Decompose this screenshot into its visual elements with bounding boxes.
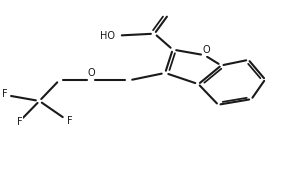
Text: F: F [2, 89, 7, 99]
Text: F: F [67, 116, 72, 126]
Text: F: F [17, 117, 22, 127]
Text: HO: HO [100, 30, 115, 41]
Text: O: O [202, 45, 210, 56]
Text: O: O [87, 68, 95, 78]
